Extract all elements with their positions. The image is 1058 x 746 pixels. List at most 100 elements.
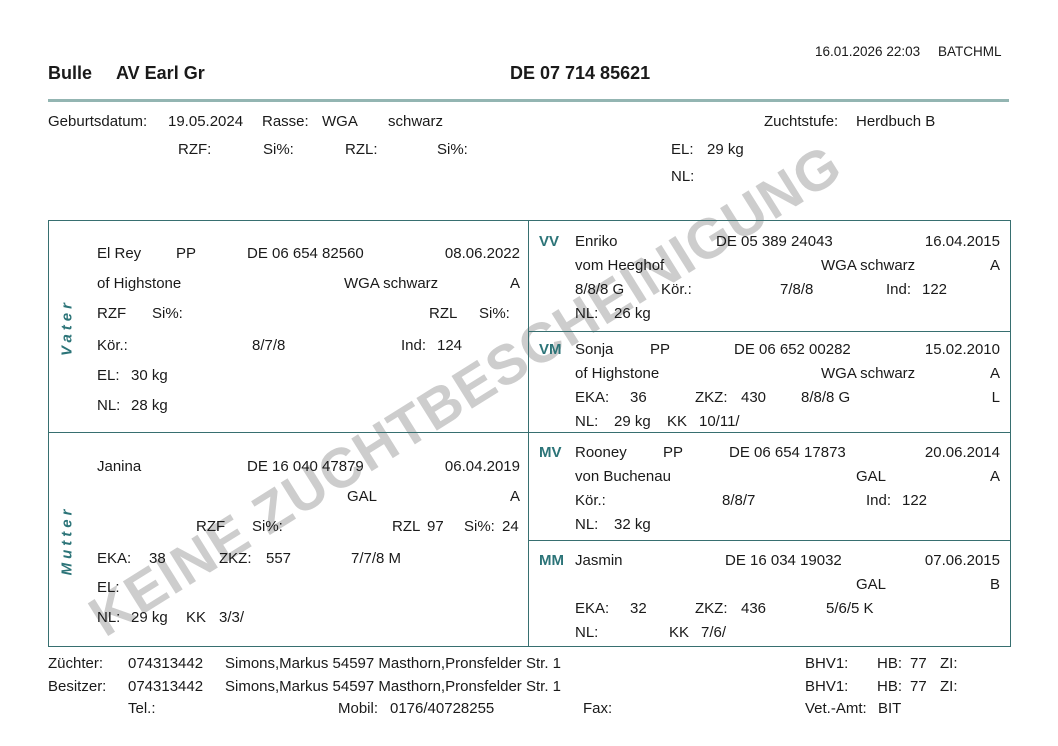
- mv-tag: MV: [539, 444, 562, 461]
- mv-nl-label: NL:: [575, 516, 599, 533]
- mv-grade: A: [989, 468, 1000, 485]
- vv-name: Enriko: [575, 233, 618, 250]
- mutter-kk-value: 3/3/: [219, 609, 245, 626]
- mm-eka-label: EKA:: [575, 600, 610, 617]
- mutter-eka-value: 38: [149, 550, 166, 567]
- mm-id: DE 16 034 19032: [725, 552, 842, 569]
- vater-side-label: Vater: [58, 299, 76, 356]
- mm-cell: MM Jasmin DE 16 034 19032 07.06.2015 GAL…: [528, 540, 1010, 646]
- mutter-rzl-label: RZL: [392, 518, 421, 535]
- vater-grade: A: [509, 275, 520, 292]
- mutter-nl-value: 29 kg: [131, 609, 168, 626]
- si-l-label: Si%:: [437, 141, 468, 158]
- mv-mm-divider: [528, 540, 1010, 541]
- mm-breed: GAL: [856, 576, 887, 593]
- mm-zkz-value: 436: [741, 600, 767, 617]
- vm-flag: L: [991, 389, 1000, 406]
- mm-birthdate: 07.06.2015: [924, 552, 1000, 569]
- farbe-value: schwarz: [388, 113, 444, 130]
- vm-nl-value: 29 kg: [614, 413, 651, 430]
- mm-score: 5/6/5 K: [826, 600, 874, 617]
- vater-mutter-divider: [49, 432, 528, 433]
- health2-bhv1-label: BHV1:: [805, 678, 849, 695]
- vm-birthdate: 15.02.2010: [924, 341, 1000, 358]
- vm-eka-label: EKA:: [575, 389, 610, 406]
- rasse-value: WGA: [322, 113, 358, 130]
- vv-farm: vom Heeghof: [575, 257, 665, 274]
- vv-score: 8/8/8 G: [575, 281, 625, 298]
- vater-si-l-label: Si%:: [479, 305, 510, 322]
- vater-nl-value: 28 kg: [131, 397, 168, 414]
- mobil-label: Mobil:: [338, 700, 379, 717]
- mv-koer-label: Kör.:: [575, 492, 606, 509]
- si-f-label: Si%:: [263, 141, 294, 158]
- vater-name: El Rey: [97, 245, 142, 262]
- mv-farm: von Buchenau: [575, 468, 671, 485]
- mm-name: Jasmin: [575, 552, 623, 569]
- tel-label: Tel.:: [128, 700, 156, 717]
- vv-cell: VV Enriko DE 05 389 24043 16.04.2015 vom…: [528, 221, 1010, 331]
- mutter-eka-label: EKA:: [97, 550, 132, 567]
- vater-koer-label: Kör.:: [97, 337, 128, 354]
- vater-polled: PP: [176, 245, 197, 262]
- rzf-label: RZF:: [178, 141, 212, 158]
- rzl-label: RZL:: [345, 141, 378, 158]
- vm-cell: VM Sonja PP DE 06 652 00282 15.02.2010 o…: [528, 331, 1010, 432]
- vater-ind-label: Ind:: [401, 337, 427, 354]
- besitzer-id: 074313442: [128, 678, 204, 695]
- vm-kk-value: 10/11/: [699, 413, 740, 430]
- vm-kk-label: KK: [667, 413, 688, 430]
- vv-id: DE 05 389 24043: [716, 233, 833, 250]
- mutter-nl-label: NL:: [97, 609, 121, 626]
- pedigree-vertical-divider: [528, 221, 529, 646]
- health1-bhv1-label: BHV1:: [805, 655, 849, 672]
- vm-score: 8/8/8 G: [801, 389, 851, 406]
- pedigree-table: Vater El Rey PP DE 06 654 82560 08.06.20…: [48, 220, 1011, 647]
- mm-nl-label: NL:: [575, 624, 599, 641]
- el-label: EL:: [671, 141, 694, 158]
- vater-rzl-label: RZL: [429, 305, 458, 322]
- mv-id: DE 06 654 17873: [729, 444, 846, 461]
- vater-si-f-label: Si%:: [152, 305, 183, 322]
- vater-el-label: EL:: [97, 367, 120, 384]
- mutter-side-label: Mutter: [58, 505, 76, 576]
- vater-rzf-label: RZF: [97, 305, 127, 322]
- vv-koer-value: 7/8/8: [780, 281, 814, 298]
- mutter-grade: A: [509, 488, 520, 505]
- mutter-birthdate: 06.04.2019: [444, 458, 520, 475]
- vv-nl-label: NL:: [575, 305, 599, 322]
- print-system: BATCHML: [938, 44, 1002, 59]
- besitzer-label: Besitzer:: [48, 678, 107, 695]
- mutter-el-label: EL:: [97, 579, 120, 596]
- vv-birthdate: 16.04.2015: [924, 233, 1000, 250]
- vater-birthdate: 08.06.2022: [444, 245, 520, 262]
- mutter-rzl-value: 97: [427, 518, 444, 535]
- vm-name: Sonja: [575, 341, 614, 358]
- mutter-name: Janina: [97, 458, 142, 475]
- vater-id: DE 06 654 82560: [247, 245, 364, 262]
- mv-cell: MV Rooney PP DE 06 654 17873 20.06.2014 …: [528, 432, 1010, 540]
- vater-cell: Vater El Rey PP DE 06 654 82560 08.06.20…: [49, 221, 528, 432]
- health2-hb-label: HB:: [877, 678, 903, 695]
- vm-mv-divider: [528, 432, 1010, 433]
- animal-id: DE 07 714 85621: [510, 63, 651, 83]
- vm-zkz-value: 430: [741, 389, 767, 406]
- health1-hb-label: HB:: [877, 655, 903, 672]
- health1-zi-label: ZI:: [940, 655, 958, 672]
- zuechter-label: Züchter:: [48, 655, 104, 672]
- animal-type-label: Bulle: [48, 63, 93, 83]
- mv-polled: PP: [663, 444, 684, 461]
- besitzer-address: Simons,Markus 54597 Masthorn,Pronsfelder…: [225, 678, 561, 695]
- vv-grade: A: [989, 257, 1000, 274]
- vm-zkz-label: ZKZ:: [695, 389, 728, 406]
- vater-farm: of Highstone: [97, 275, 182, 292]
- vater-el-value: 30 kg: [131, 367, 168, 384]
- mutter-si-f-label: Si%:: [252, 518, 283, 535]
- mv-name: Rooney: [575, 444, 627, 461]
- vm-farm: of Highstone: [575, 365, 660, 382]
- geburtsdatum-label: Geburtsdatum:: [48, 113, 148, 130]
- vm-nl-label: NL:: [575, 413, 599, 430]
- mv-breed: GAL: [856, 468, 887, 485]
- vv-vm-divider: [528, 331, 1010, 332]
- zuechter-address: Simons,Markus 54597 Masthorn,Pronsfelder…: [225, 655, 561, 672]
